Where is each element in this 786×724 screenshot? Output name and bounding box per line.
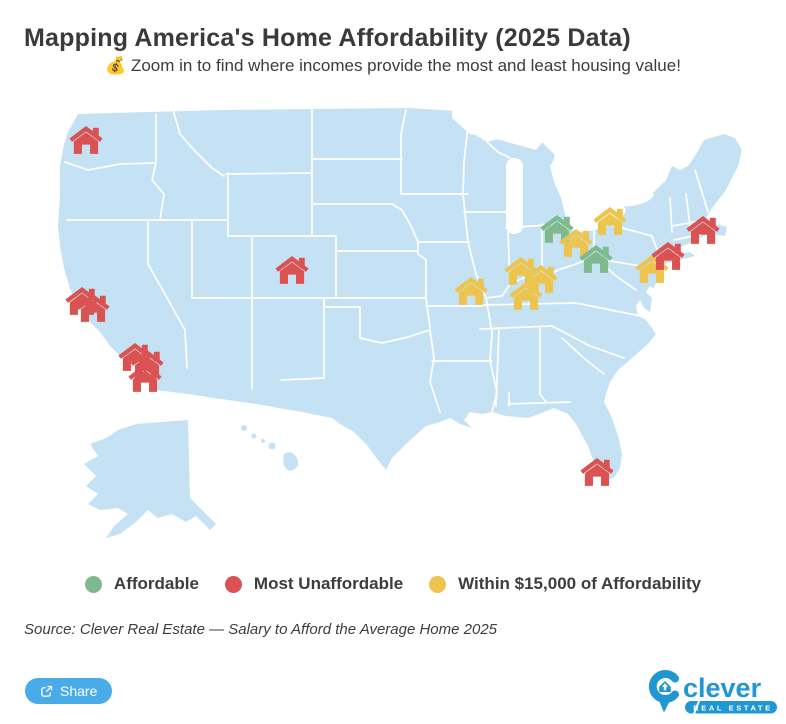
clever-pin-icon	[648, 670, 679, 713]
lake-ontario	[614, 189, 654, 207]
lake-huron	[553, 148, 591, 200]
state-borders-west	[64, 109, 337, 390]
source-text: Source: Clever Real Estate — Salary to A…	[24, 621, 498, 638]
house-marker-most-unaffordable[interactable]	[128, 363, 162, 392]
legend-item-affordable: Affordable	[84, 574, 199, 594]
us-landmass	[58, 108, 742, 480]
hawaii	[241, 425, 299, 471]
affordable-dot-icon	[84, 575, 102, 593]
clever-logo[interactable]: clever REAL ESTATE	[645, 666, 785, 718]
legend-item-most-unaffordable: Most Unaffordable	[224, 574, 404, 594]
state-borders-south	[495, 302, 651, 407]
logo-brand-text: clever	[683, 673, 762, 703]
share-button-label: Share	[60, 683, 98, 699]
us-map-container	[40, 106, 760, 546]
page-title: Mapping America's Home Affordability (20…	[24, 23, 631, 52]
legend-label: Within $15,000 of Affordability	[458, 574, 702, 593]
legend-label: Most Unaffordable	[253, 574, 404, 593]
legend-label: Affordable	[113, 574, 199, 593]
subtitle: 💰 Zoom in to find where incomes provide …	[105, 56, 681, 75]
lake-superior	[452, 106, 546, 150]
within-15000-dot-icon	[429, 575, 447, 593]
legend: Affordable Most Unaffordable Within $15,…	[0, 574, 786, 594]
lake-michigan	[506, 158, 523, 234]
us-map[interactable]	[40, 106, 760, 546]
state-borders-plains	[311, 109, 493, 413]
most-unaffordable-dot-icon	[224, 575, 242, 593]
alaska	[84, 420, 216, 538]
logo-tagline-text: REAL ESTATE	[693, 704, 772, 713]
house-marker-most-unaffordable[interactable]	[580, 457, 614, 486]
share-icon	[40, 685, 53, 698]
share-button[interactable]: Share	[25, 678, 113, 704]
legend-item-within-15000: Within $15,000 of Affordability	[429, 574, 701, 594]
